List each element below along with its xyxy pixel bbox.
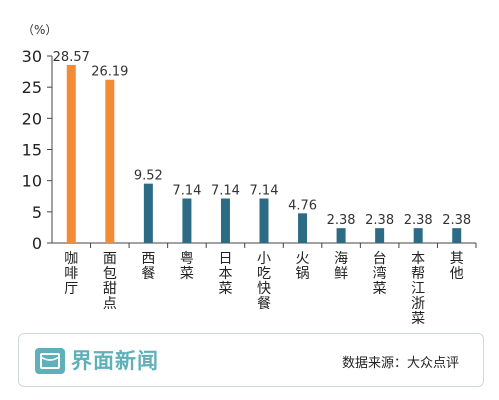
category-label: 面包甜点 [103, 251, 117, 312]
bar [336, 228, 346, 243]
category-label: 粤菜 [180, 251, 194, 282]
y-unit-label: （%） [22, 23, 57, 37]
y-tick-label: 10 [22, 172, 42, 191]
bar-value-label: 9.52 [134, 169, 163, 184]
footer-banner: 界面新闻 数据来源：大众点评 [18, 333, 484, 387]
bar-value-label: 2.38 [404, 213, 433, 228]
bar [66, 64, 76, 243]
bar [298, 213, 308, 243]
bar [105, 79, 115, 244]
bar [143, 183, 153, 243]
bar-value-label: 2.38 [442, 213, 471, 228]
bars [66, 64, 477, 248]
y-tick-label: 15 [22, 141, 42, 160]
category-label: 台湾菜 [373, 251, 387, 297]
category-label: 海鲜 [334, 251, 348, 282]
bar [182, 198, 192, 243]
category-label: 其他 [450, 251, 464, 282]
y-ticks: 0 5 10 15 20 25 30 [22, 47, 52, 253]
y-tick-label: 30 [22, 47, 42, 66]
brand-name: 界面新闻 [71, 349, 159, 373]
category-label: 西餐 [141, 251, 155, 282]
bar-value-label: 28.57 [53, 50, 90, 65]
bar-value-label: 2.38 [365, 213, 394, 228]
jiemian-logo-icon [35, 348, 65, 374]
category-label: 日本菜 [218, 251, 232, 297]
bar [259, 198, 269, 243]
bar-value-label: 7.14 [211, 183, 240, 198]
category-label: 本帮江浙菜 [411, 251, 425, 327]
y-tick-label: 5 [32, 203, 42, 222]
y-tick-label: 0 [32, 234, 42, 253]
category-label: 咖啡厅 [64, 251, 78, 297]
bar-value-label: 4.76 [288, 198, 317, 213]
y-tick-label: 25 [22, 78, 42, 97]
bar-value-label: 26.19 [91, 65, 128, 80]
category-label: 小吃快餐 [257, 251, 271, 312]
bar-value-label: 7.14 [250, 183, 279, 198]
bar [375, 228, 385, 243]
bar-value-label: 7.14 [172, 183, 201, 198]
bar-value-label: 2.38 [327, 213, 356, 228]
y-tick-label: 20 [22, 109, 42, 128]
data-source: 数据来源：大众点评 [341, 356, 459, 371]
bar [220, 198, 230, 243]
bar [413, 228, 423, 243]
bar [452, 228, 462, 243]
category-label: 火锅 [296, 251, 310, 282]
